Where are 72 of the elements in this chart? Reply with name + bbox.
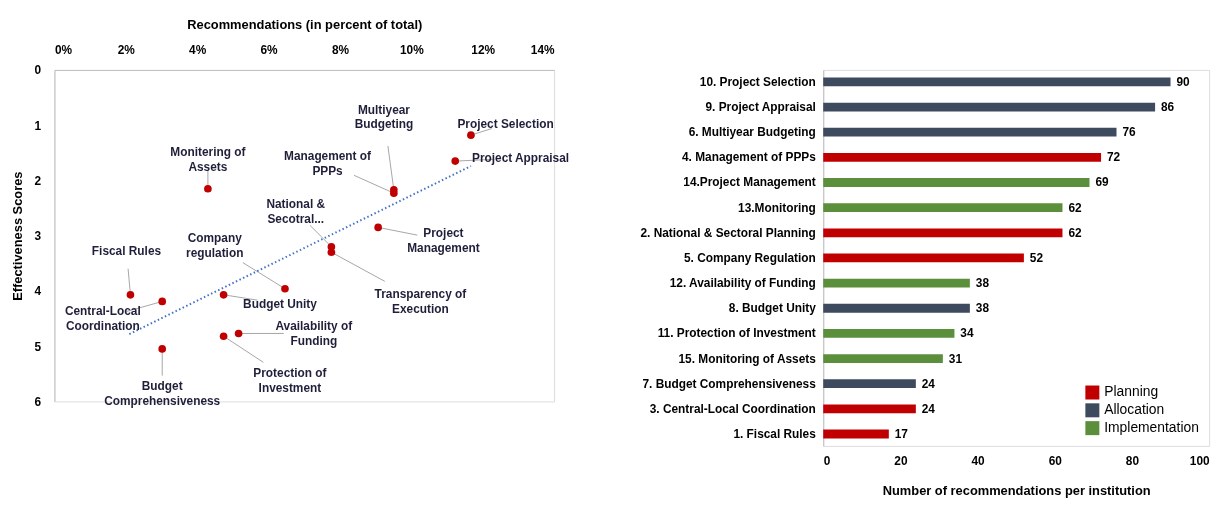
y-tick-label: 2	[34, 173, 42, 188]
y-tick-label: 6	[34, 394, 42, 409]
y-tick-label: 2. National & Sectoral Planning	[640, 225, 816, 240]
x-tick-label: 10%	[399, 42, 425, 57]
annotation: Management of PPPs	[284, 149, 372, 179]
y-tick-label: 4. Management of PPPs	[682, 150, 817, 165]
annotation: Protection of Investment	[253, 365, 327, 395]
annotation: Central-Local Coordination	[64, 304, 141, 334]
x-tick-label: 20	[894, 454, 908, 469]
y-tick-label: 1	[34, 118, 42, 133]
data-label: 62	[1068, 225, 1083, 240]
y-tick-label: 14.Project Management	[683, 175, 816, 190]
data-label: 62	[1068, 200, 1083, 215]
data-label: 38	[975, 276, 990, 291]
legend-label: Implementation	[1104, 419, 1199, 436]
annotation: Budget Comprehensiveness	[104, 379, 221, 409]
legend-label: Allocation	[1104, 401, 1165, 418]
data-label: 31	[948, 351, 963, 366]
x-tick-label: 80	[1125, 454, 1140, 469]
y-tick-label: 3. Central-Local Coordination	[649, 401, 816, 416]
y-tick-label: 3	[34, 229, 42, 244]
annotation: Multiyear Budgeting	[354, 102, 414, 132]
annotation: Project Appraisal	[471, 151, 570, 166]
x-tick-label: 8%	[331, 42, 350, 57]
annotation: Monitering of Assets	[170, 145, 246, 174]
y-tick-label: 4	[34, 284, 42, 299]
y-tick-label: 6. Multiyear Budgeting	[688, 125, 816, 140]
y-tick-label: 7. Budget Comprehensiveness	[642, 376, 817, 391]
data-label: 52	[1029, 250, 1044, 265]
x-tick-label: 14%	[530, 42, 556, 57]
x-tick-label: 0	[823, 454, 831, 469]
data-label: 69	[1095, 175, 1110, 190]
annotation: Project Management	[407, 226, 480, 256]
y-axis-title: Effectiveness Scores	[9, 171, 25, 301]
data-label: 76	[1122, 125, 1137, 140]
data-label: 72	[1107, 150, 1121, 165]
annotation: Fiscal Rules	[91, 244, 162, 259]
x-axis-title: Recommendations (in percent of total)	[187, 16, 423, 32]
annotation: Availability of Funding	[275, 319, 353, 349]
x-axis-title: Number of recommendations per institution	[882, 482, 1151, 498]
y-tick-label: 9. Project Appraisal	[705, 100, 816, 114]
data-label: 34	[960, 326, 974, 341]
x-tick-label: 60	[1048, 454, 1063, 469]
y-tick-label: 1. Fiscal Rules	[733, 426, 817, 441]
x-tick-label: 2%	[117, 42, 136, 57]
x-tick-label: 40	[971, 454, 986, 469]
y-tick-label: 13.Monitoring	[738, 200, 816, 215]
annotation: Transparency of Execution	[374, 286, 467, 316]
y-tick-label: 10. Project Selection	[699, 74, 816, 89]
x-tick-label: 100	[1189, 454, 1211, 469]
data-label: 17	[894, 426, 909, 441]
annotation: Project Selection	[457, 117, 554, 132]
data-label: 38	[975, 301, 990, 316]
data-label: 86	[1161, 100, 1175, 114]
annotation: Budget Unity	[243, 296, 318, 311]
y-tick-label: 11. Protection of Investment	[657, 326, 816, 341]
x-tick-label: 0%	[54, 42, 73, 57]
data-label: 90	[1176, 74, 1191, 89]
annotation: National & Secotral...	[266, 197, 326, 226]
x-tick-label: 6%	[260, 42, 279, 57]
data-label: 24	[921, 401, 936, 416]
y-tick-label: 8. Budget Unity	[728, 301, 817, 316]
annotation: Company regulation	[186, 231, 244, 261]
legend-label: Planning	[1104, 383, 1159, 400]
y-tick-label: 0	[34, 63, 42, 78]
y-tick-label: 15. Monitoring of Assets	[678, 351, 817, 366]
y-tick-label: 5	[34, 339, 42, 354]
x-tick-label: 4%	[189, 42, 207, 57]
data-label: 24	[921, 376, 936, 391]
x-tick-label: 12%	[471, 42, 496, 57]
y-tick-label: 12. Availability of Funding	[669, 276, 816, 291]
y-tick-label: 5. Company Regulation	[684, 250, 816, 265]
